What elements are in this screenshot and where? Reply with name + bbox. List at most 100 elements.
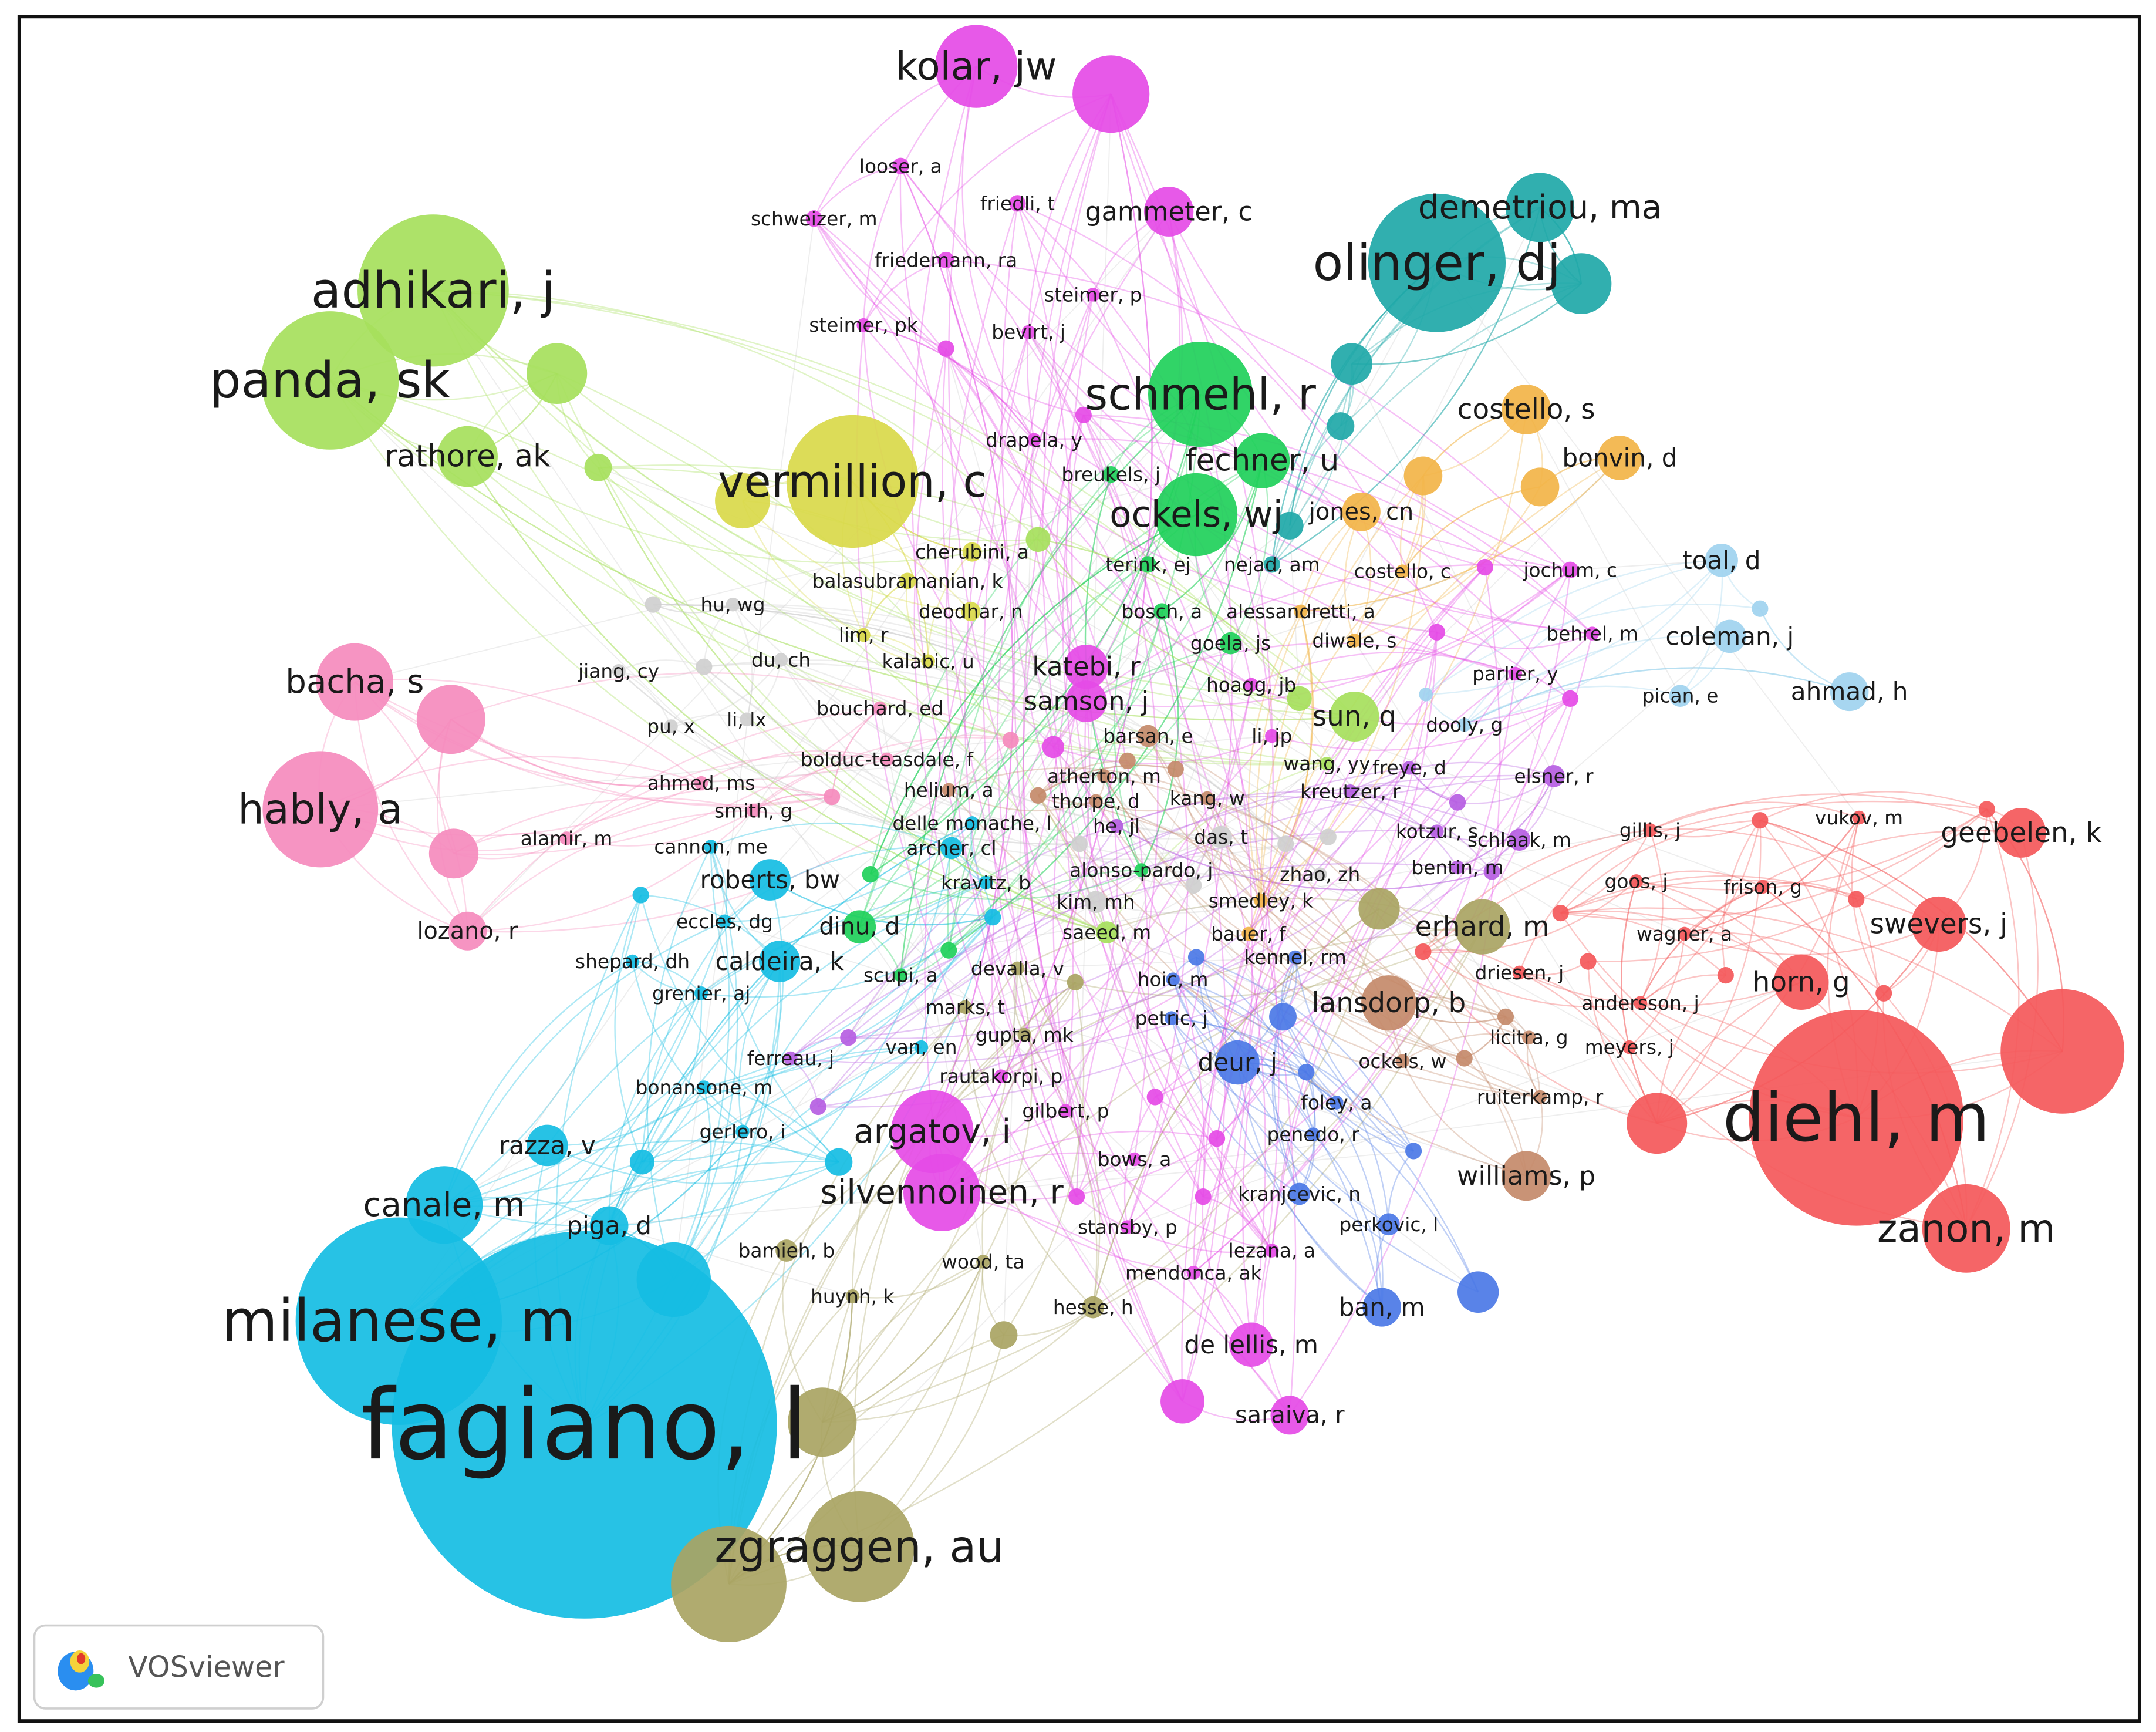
edge xyxy=(1154,632,1438,1098)
edge xyxy=(1351,283,1582,365)
node-label: adhikari, j xyxy=(311,262,555,319)
edge xyxy=(1155,1096,1273,1251)
node xyxy=(1153,603,1170,620)
node-label: katebi, r xyxy=(1032,652,1141,682)
edge xyxy=(1206,797,1506,1017)
edge xyxy=(1260,611,1314,901)
node xyxy=(1330,1096,1344,1110)
node-label: razza, v xyxy=(499,1131,596,1160)
edge xyxy=(398,211,1169,1322)
node xyxy=(2000,989,2125,1114)
node xyxy=(1483,863,1500,880)
edge xyxy=(1300,457,1621,612)
edge xyxy=(949,829,1651,951)
node xyxy=(1508,828,1531,851)
edge xyxy=(1147,735,1530,1039)
node-label: hu, wg xyxy=(701,593,765,616)
edge xyxy=(467,456,1327,766)
node xyxy=(840,1029,857,1046)
edge xyxy=(1065,1110,1273,1252)
node xyxy=(1533,1090,1547,1104)
node xyxy=(1922,1184,2010,1273)
node xyxy=(965,816,979,830)
node xyxy=(825,1148,853,1176)
node xyxy=(1186,1265,1200,1280)
logo-box: VOSviewer xyxy=(33,1624,325,1710)
edge xyxy=(1193,457,1621,886)
edge xyxy=(1851,817,1885,994)
node-label: archer, cl xyxy=(906,837,996,860)
edge xyxy=(1216,569,1571,1139)
node-label: huynh, k xyxy=(811,1285,894,1308)
node xyxy=(1543,764,1565,787)
edge xyxy=(1436,631,1593,649)
node xyxy=(1978,801,1995,818)
edge xyxy=(703,1087,839,1163)
edge xyxy=(1422,800,1988,953)
node xyxy=(1187,949,1205,966)
node xyxy=(740,712,754,727)
node xyxy=(1830,672,1869,712)
node xyxy=(1146,1089,1163,1106)
node xyxy=(1155,473,1238,557)
node xyxy=(1265,729,1279,743)
edge xyxy=(608,1131,743,1226)
edge xyxy=(1350,790,1459,868)
node xyxy=(262,751,379,868)
edge xyxy=(1079,843,1194,887)
node xyxy=(632,887,649,904)
edge xyxy=(1033,439,1266,1345)
node xyxy=(1713,619,1746,653)
edge xyxy=(1092,908,1380,1308)
edge xyxy=(1196,956,1415,1151)
node-label: elsner, r xyxy=(1514,764,1594,787)
node-label: roberts, bw xyxy=(700,865,840,894)
node xyxy=(448,911,487,951)
node xyxy=(1430,824,1444,838)
edge xyxy=(1425,604,1760,695)
edge xyxy=(608,822,973,1226)
node-label: penedo, r xyxy=(1267,1123,1360,1146)
node xyxy=(914,1040,929,1054)
node xyxy=(1585,626,1600,641)
node-label: bolduc-teasdale, f xyxy=(801,748,974,771)
node-label: andersson, j xyxy=(1581,992,1699,1015)
node-label: alamir, m xyxy=(521,827,613,850)
edge xyxy=(704,1086,839,1162)
node-label: kotzur, s xyxy=(1396,820,1478,843)
edge xyxy=(1106,763,1327,933)
node xyxy=(1010,961,1025,976)
node xyxy=(804,1491,915,1602)
node-label: wagner, a xyxy=(1637,922,1732,945)
edge xyxy=(822,1306,1094,1423)
node xyxy=(1134,863,1148,877)
edge xyxy=(355,460,1263,683)
edge xyxy=(964,1007,1094,1308)
edge xyxy=(1141,611,1179,871)
edge xyxy=(1024,1034,1098,1308)
edge xyxy=(1065,564,1273,1111)
node xyxy=(1622,1040,1637,1054)
node-label: hoic, m xyxy=(1138,968,1209,991)
edge xyxy=(848,825,1117,1038)
edge xyxy=(433,290,1183,1402)
edge xyxy=(945,348,1108,933)
edge xyxy=(609,1150,1414,1226)
edge xyxy=(608,822,973,1226)
edge xyxy=(859,460,1263,928)
node xyxy=(862,866,879,883)
edge xyxy=(1092,294,1253,1402)
edge xyxy=(1172,979,1307,1073)
node xyxy=(1095,921,1118,943)
edge xyxy=(753,793,832,811)
edge xyxy=(673,1046,922,1281)
edge xyxy=(1271,282,1582,565)
edge xyxy=(1126,760,1506,1017)
node xyxy=(937,251,954,269)
edge xyxy=(1172,979,1383,1308)
node xyxy=(1597,436,1642,480)
node-label: vukov, m xyxy=(1815,806,1903,829)
node xyxy=(629,1150,655,1175)
edge xyxy=(859,643,1231,928)
edge xyxy=(869,393,1201,875)
